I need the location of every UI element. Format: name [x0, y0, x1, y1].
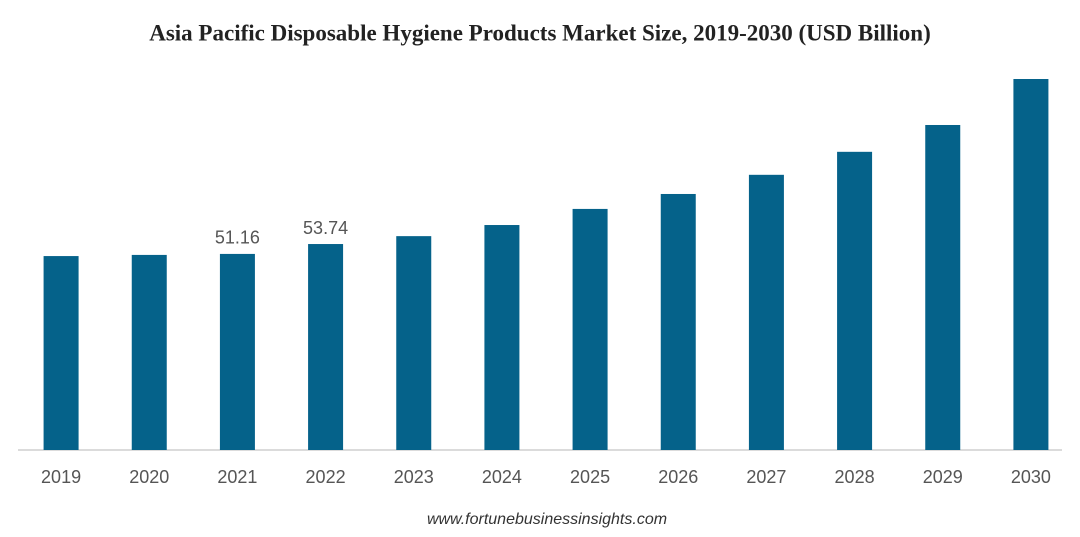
x-tick-label: 2025 — [570, 467, 610, 487]
bar — [572, 208, 608, 450]
bar — [219, 253, 255, 450]
bar — [484, 225, 520, 450]
x-tick-label: 2019 — [41, 467, 81, 487]
x-tick-label: 2028 — [835, 467, 875, 487]
bar — [660, 193, 696, 450]
bar — [396, 236, 432, 450]
x-tick-label: 2023 — [394, 467, 434, 487]
x-tick-label: 2021 — [217, 467, 257, 487]
x-tick-label: 2024 — [482, 467, 522, 487]
data-label: 51.16 — [215, 228, 260, 248]
data-label: 53.74 — [303, 218, 348, 238]
x-tick-label: 2029 — [923, 467, 963, 487]
x-tick-label: 2020 — [129, 467, 169, 487]
source: www.fortunebusinessinsights.com — [427, 511, 667, 528]
chart-title: Asia Pacific Disposable Hygiene Products… — [149, 20, 931, 45]
x-tick-label: 2026 — [658, 467, 698, 487]
x-tick-label: 2027 — [746, 467, 786, 487]
x-tick-label: 2022 — [306, 467, 346, 487]
bar — [131, 254, 167, 450]
bar — [308, 244, 344, 450]
bar — [925, 124, 961, 451]
bar — [43, 256, 79, 450]
bar — [837, 151, 873, 450]
x-tick-label: 2030 — [1011, 467, 1051, 487]
bar — [1013, 79, 1049, 450]
bar — [748, 174, 784, 451]
